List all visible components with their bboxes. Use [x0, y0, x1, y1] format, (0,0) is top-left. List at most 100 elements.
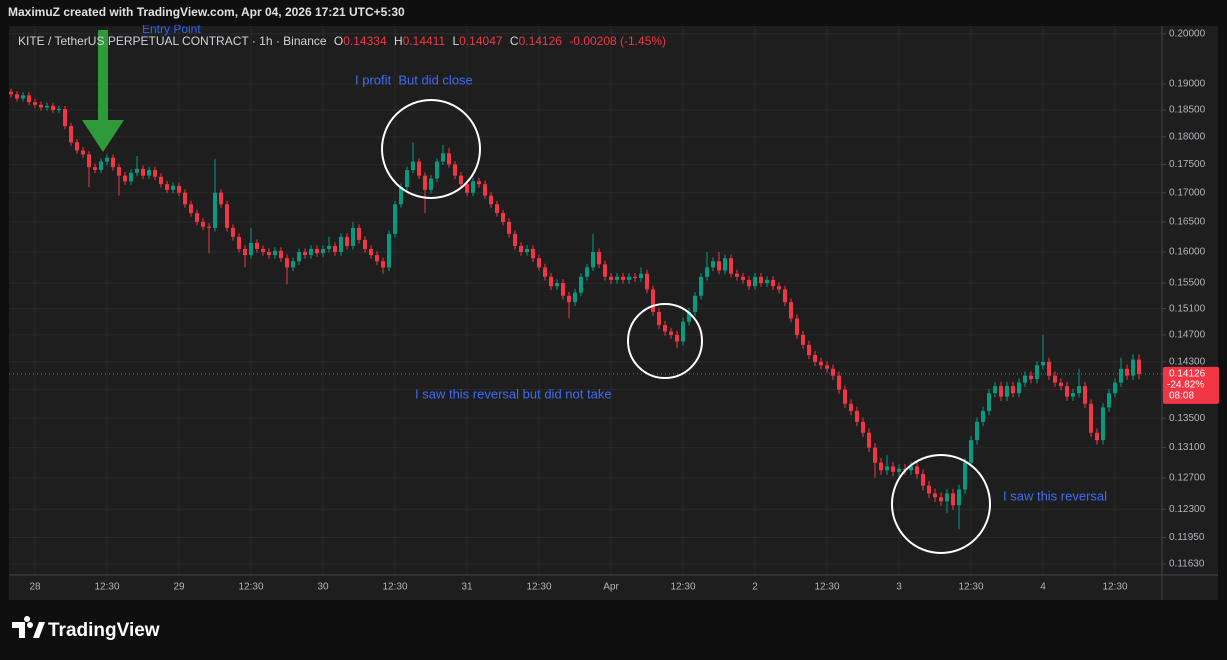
- y-tick-label: 0.18500: [1169, 105, 1206, 116]
- candle-body: [423, 175, 427, 190]
- highlight-circle: [627, 303, 703, 379]
- candle-body: [405, 169, 409, 187]
- candle-body: [105, 157, 109, 162]
- candle-body: [399, 186, 403, 205]
- candle-body: [1131, 359, 1135, 376]
- candle-body: [849, 403, 853, 411]
- candle-body: [273, 250, 277, 256]
- candle-body: [417, 161, 421, 176]
- y-tick-label: 0.18000: [1169, 131, 1206, 142]
- x-tick-label: 30: [317, 582, 329, 593]
- candle-body: [909, 466, 913, 471]
- candle-body: [543, 267, 547, 277]
- annotation: I profit But did close: [355, 72, 473, 87]
- candle-body: [1023, 375, 1027, 383]
- highlight-circle: [891, 454, 991, 554]
- candle-body: [843, 389, 847, 404]
- candle-body: [33, 102, 37, 105]
- candle-body: [333, 245, 337, 253]
- candle-body: [795, 318, 799, 335]
- candle-body: [933, 493, 937, 498]
- candle-body: [147, 169, 151, 176]
- candle-body: [981, 410, 985, 422]
- candle-body: [1101, 407, 1105, 441]
- y-tick-label: 0.11630: [1169, 559, 1205, 570]
- candle-body: [921, 474, 925, 486]
- candle-body: [669, 331, 673, 335]
- ohlc-key: H: [394, 34, 403, 48]
- candle-body: [249, 242, 253, 256]
- candle-body: [573, 292, 577, 303]
- candle-body: [885, 466, 889, 471]
- y-tick-label: 0.13500: [1169, 413, 1206, 424]
- candle-body: [525, 248, 529, 253]
- price-tag-change: -24.82%: [1167, 379, 1204, 390]
- candle-body: [1065, 386, 1069, 397]
- candle-body: [201, 221, 205, 227]
- y-tick-label: 0.15500: [1169, 278, 1206, 289]
- candle-body: [39, 104, 43, 108]
- axes: 0.20000 0.19000 0.18500 0.18000 0.17500 0.170…: [29, 28, 1219, 593]
- logo-dot: [27, 622, 33, 628]
- candle-body: [321, 248, 325, 254]
- grid: [9, 26, 1162, 575]
- candle-body: [915, 466, 919, 475]
- candle-body: [117, 167, 121, 176]
- x-tick-label: 2: [752, 582, 758, 593]
- x-tick-label: 12:30: [382, 582, 407, 593]
- x-tick-label: 29: [173, 582, 185, 593]
- candle-body: [561, 283, 565, 296]
- candle-body: [1095, 432, 1099, 441]
- candle-body: [123, 175, 127, 182]
- candle-body: [75, 142, 79, 151]
- candle-body: [9, 91, 13, 95]
- x-tick-label: Apr: [603, 582, 619, 593]
- candle-body: [723, 258, 727, 271]
- price-tag: [1163, 366, 1219, 404]
- candle-body: [771, 279, 775, 287]
- ohlc-value: 0.14047: [459, 34, 503, 48]
- candle-body: [1119, 368, 1123, 383]
- candle-body: [387, 233, 391, 268]
- candle-body: [879, 462, 883, 471]
- candle-body: [717, 261, 721, 271]
- ohlc-key: C: [510, 34, 519, 48]
- candle-body: [591, 252, 595, 268]
- candle-body: [627, 276, 631, 280]
- candle-body: [825, 365, 829, 369]
- candle-body: [1047, 361, 1051, 376]
- candle-body: [363, 239, 367, 249]
- x-tick-label: 12:30: [670, 582, 695, 593]
- change: -0.00208 (-1.45%): [569, 34, 666, 48]
- candle-body: [171, 185, 175, 190]
- candle-body: [777, 286, 781, 290]
- candle-body: [483, 184, 487, 196]
- candle-body: [519, 245, 523, 253]
- candle-body: [309, 248, 313, 256]
- candle-body: [513, 233, 517, 246]
- logo: TradingView: [12, 616, 160, 641]
- candle-body: [555, 283, 559, 287]
- y-tick-label: 0.13100: [1169, 442, 1206, 453]
- candle-body: [987, 393, 991, 411]
- candle-body: [969, 440, 973, 463]
- candle-body: [303, 252, 307, 256]
- top-bar: [0, 0, 1227, 25]
- candle-body: [1137, 359, 1141, 374]
- candle-body: [873, 447, 877, 463]
- candle-body: [633, 276, 637, 279]
- candle-body: [327, 245, 331, 249]
- candle-body: [369, 248, 373, 256]
- candle-body: [1005, 386, 1009, 397]
- candle-body: [1059, 382, 1063, 387]
- candle-body: [441, 153, 445, 162]
- x-tick-label: 28: [29, 582, 41, 593]
- candle-body: [897, 468, 901, 472]
- candle-body: [291, 261, 295, 268]
- candle-body: [339, 236, 343, 253]
- candle-body: [255, 242, 259, 249]
- candle-body: [951, 493, 955, 506]
- candle-body: [93, 167, 97, 170]
- candle-body: [567, 295, 571, 303]
